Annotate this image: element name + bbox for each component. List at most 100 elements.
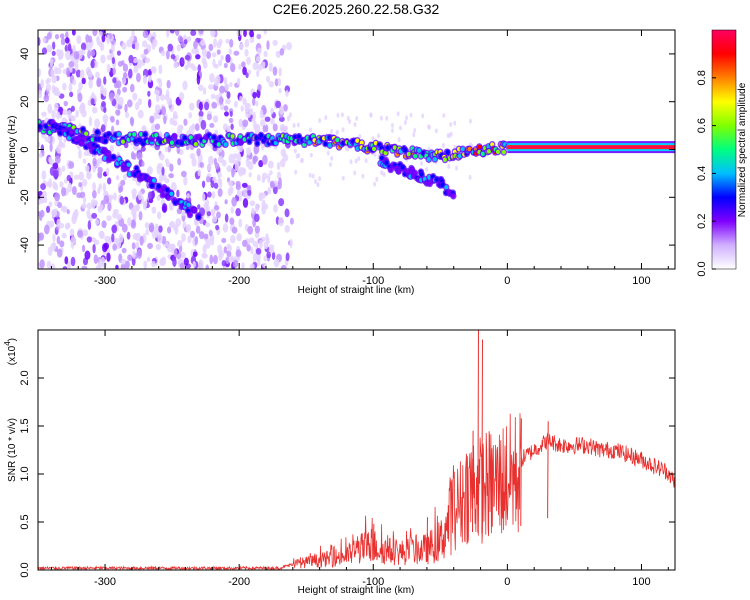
noise-cell	[170, 53, 176, 60]
noise-cell	[62, 68, 67, 75]
noise-cell	[112, 243, 117, 251]
noise-cell	[353, 122, 357, 128]
noise-cell	[130, 206, 137, 217]
noise-cell	[231, 226, 238, 234]
trace-cell	[154, 132, 159, 138]
noise-cell	[205, 176, 211, 183]
noise-cell	[85, 34, 90, 43]
y-tick-label: -40	[19, 237, 31, 253]
x-tick-label: 0	[504, 576, 510, 588]
noise-cell	[250, 246, 254, 255]
noise-cell	[151, 260, 156, 268]
noise-cell	[151, 206, 157, 214]
noise-cell	[131, 220, 136, 228]
noise-cell	[62, 205, 67, 214]
noise-cell	[68, 161, 75, 169]
noise-cell	[38, 232, 41, 242]
noise-cell	[79, 102, 86, 113]
noise-cell	[136, 58, 143, 69]
noise-cell	[198, 30, 204, 35]
trace-cell	[216, 142, 221, 147]
noise-cell	[46, 44, 53, 53]
noise-cell	[279, 105, 284, 115]
snr-x-ticks: -300 -200 -100 0 100	[50, 330, 669, 588]
noise-cell	[121, 42, 127, 50]
noise-cell	[175, 218, 182, 227]
noise-cell	[355, 116, 359, 122]
trace-cell	[442, 157, 447, 162]
noise-cell	[268, 244, 275, 251]
noise-cell	[131, 30, 135, 38]
trace-cell	[451, 193, 456, 199]
noise-cell	[210, 208, 216, 214]
trace-cell	[90, 137, 95, 142]
noise-cell	[148, 75, 152, 83]
noise-cell	[78, 149, 82, 160]
noise-cell	[180, 170, 187, 178]
noise-cell	[390, 122, 394, 128]
trace-cell	[84, 131, 89, 136]
noise-cell	[169, 222, 173, 228]
trace-cell	[186, 202, 191, 207]
noise-cell	[446, 133, 450, 139]
noise-cell	[43, 196, 48, 204]
noise-cell	[236, 233, 243, 242]
noise-cell	[46, 77, 52, 83]
noise-cell	[357, 156, 361, 162]
noise-cell	[257, 63, 263, 71]
noise-cell	[328, 162, 332, 168]
noise-cell	[223, 246, 228, 254]
noise-cell	[286, 115, 291, 122]
noise-cell	[293, 148, 297, 154]
noise-cell	[158, 225, 163, 233]
noise-cell	[330, 155, 334, 161]
noise-cell	[226, 125, 231, 134]
trace-cell	[371, 146, 376, 152]
noise-cell	[154, 104, 161, 114]
colorbar-tick-label: 0.8	[696, 70, 708, 85]
trace-cell	[169, 140, 174, 145]
trace-cell	[359, 140, 364, 146]
trace-cell	[487, 149, 492, 154]
noise-cell	[92, 157, 97, 167]
noise-cell	[42, 37, 47, 43]
noise-cell	[176, 146, 181, 154]
noise-cell	[197, 204, 201, 210]
noise-cell	[207, 191, 212, 198]
noise-cell	[39, 194, 45, 204]
noise-cell	[373, 181, 377, 187]
noise-cell	[40, 79, 45, 89]
trace-cell	[132, 132, 137, 137]
noise-cell	[242, 239, 248, 248]
y-tick-label: -20	[19, 189, 31, 205]
noise-cell	[198, 110, 204, 118]
noise-cell	[273, 204, 278, 213]
noise-cell	[262, 125, 267, 133]
noise-cell	[212, 115, 217, 123]
noise-cell	[209, 122, 215, 128]
noise-cell	[183, 39, 188, 45]
noise-cell	[97, 171, 103, 179]
noise-cell	[256, 174, 261, 182]
noise-cell	[102, 90, 107, 96]
noise-cell	[212, 215, 218, 223]
noise-cell	[201, 180, 206, 188]
noise-cell	[54, 66, 59, 75]
noise-cell	[137, 109, 144, 119]
noise-cell	[154, 223, 159, 231]
noise-cell	[252, 155, 259, 162]
noise-cell	[129, 83, 135, 93]
noise-cell	[38, 152, 43, 159]
noise-cell	[245, 157, 250, 168]
noise-cell	[230, 63, 236, 73]
noise-cell	[101, 101, 106, 108]
noise-cell	[187, 235, 192, 244]
noise-cell	[106, 177, 112, 185]
noise-cell	[142, 74, 147, 85]
noise-cell	[62, 109, 69, 116]
noise-cell	[66, 67, 71, 78]
noise-cell	[143, 48, 149, 55]
noise-cell	[88, 116, 93, 127]
noise-cell	[236, 189, 241, 197]
trace-cell	[355, 138, 360, 143]
